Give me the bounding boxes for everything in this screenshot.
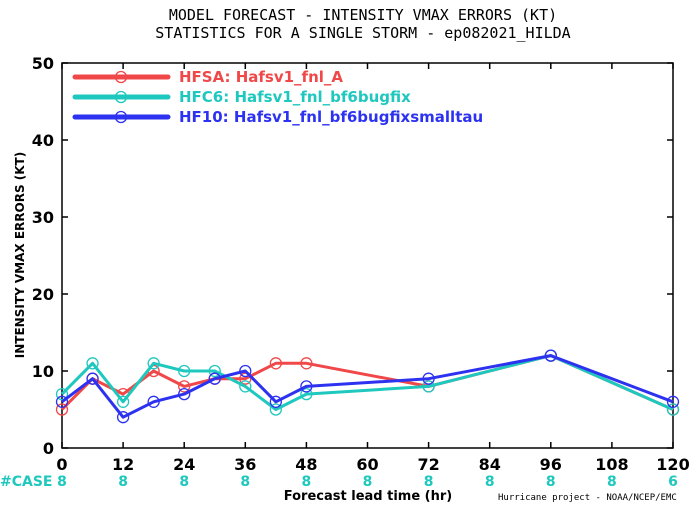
data-point <box>666 395 680 408</box>
data-point <box>178 387 191 401</box>
case-count: 8 <box>607 474 617 490</box>
case-count: 8 <box>546 474 556 490</box>
data-point <box>666 403 680 416</box>
case-count: 8 <box>179 474 189 490</box>
data-point <box>208 372 221 385</box>
case-count: 8 <box>57 474 67 490</box>
x-axis-label: Forecast lead time (hr) <box>284 489 452 504</box>
x-tick-label: 108 <box>595 455 628 474</box>
data-point <box>116 395 130 408</box>
case-row-label: #CASE <box>0 474 53 490</box>
x-tick-label: 96 <box>540 455 562 474</box>
data-point <box>269 403 283 416</box>
y-tick-label: 0 <box>43 439 54 458</box>
data-point <box>300 380 313 393</box>
legend-swatch-marker <box>114 110 128 124</box>
case-count: 8 <box>118 474 128 490</box>
chart-title-line1: MODEL FORECAST - INTENSITY VMAX ERRORS (… <box>169 6 557 24</box>
legend-entry: HF10: Hafsv1_fnl_bf6bugfixsmalltau <box>179 108 483 126</box>
y-axis-label: INTENSITY VMAX ERRORS (KT) <box>13 152 27 358</box>
data-point <box>422 372 435 385</box>
credit-text: Hurricane project - NOAA/NCEP/EMC <box>498 493 677 503</box>
data-point <box>55 395 69 408</box>
chart-title-line2: STATISTICS FOR A SINGLE STORM - ep082021… <box>155 24 570 42</box>
x-tick-label: 36 <box>234 455 256 474</box>
y-tick-label: 30 <box>32 208 54 227</box>
data-point <box>544 349 557 362</box>
data-point <box>208 364 221 378</box>
data-point <box>269 395 283 408</box>
data-point <box>239 364 252 378</box>
data-point <box>269 357 283 370</box>
y-tick-label: 40 <box>32 131 54 150</box>
x-tick-label: 0 <box>56 455 67 474</box>
series-line <box>60 354 674 411</box>
series-line <box>61 354 674 419</box>
case-count: 6 <box>668 474 678 490</box>
case-count: 8 <box>240 474 250 490</box>
x-tick-label: 60 <box>356 455 378 474</box>
x-tick-label: 120 <box>656 455 689 474</box>
case-count: 8 <box>363 474 373 490</box>
x-tick-label: 12 <box>112 455 134 474</box>
x-tick-label: 84 <box>479 455 501 474</box>
x-tick-label: 48 <box>295 455 317 474</box>
data-point <box>239 372 252 385</box>
legend-swatch-marker <box>114 90 128 104</box>
case-count: 8 <box>302 474 312 490</box>
data-point <box>300 387 313 401</box>
y-tick-label: 10 <box>32 362 54 381</box>
legend-swatch-marker <box>114 70 128 84</box>
data-point <box>147 357 160 370</box>
data-point <box>55 387 69 401</box>
case-count: 8 <box>424 474 434 490</box>
data-point <box>239 380 252 393</box>
data-point <box>300 357 313 370</box>
data-point <box>86 372 99 385</box>
legend-entry: HFSA: Hafsv1_fnl_A <box>179 68 343 86</box>
data-point <box>55 403 69 416</box>
data-point <box>86 357 99 370</box>
x-tick-label: 24 <box>173 455 195 474</box>
data-point <box>147 395 160 408</box>
data-point <box>116 411 130 424</box>
data-point <box>422 380 435 393</box>
legend-entry: HFC6: Hafsv1_fnl_bf6bugfix <box>179 88 411 106</box>
case-count: 8 <box>485 474 495 490</box>
data-point <box>178 380 191 393</box>
data-point <box>178 364 191 378</box>
x-tick-label: 72 <box>417 455 439 474</box>
y-tick-label: 50 <box>32 54 54 73</box>
y-tick-label: 20 <box>32 285 54 304</box>
